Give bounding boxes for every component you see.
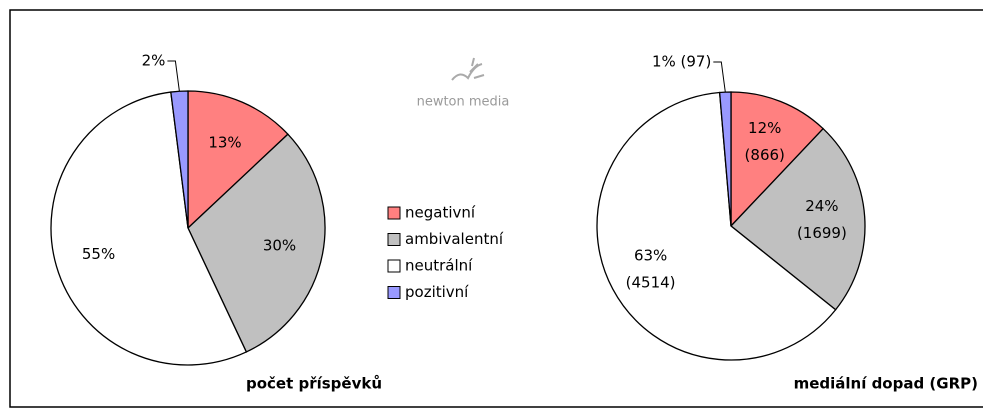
data-label: 12% (866)	[745, 118, 785, 163]
data-label: 1% (97)	[652, 53, 711, 71]
pie-slice	[718, 91, 732, 227]
chart-title: počet příspěvků	[246, 375, 382, 393]
pie-slice	[730, 127, 866, 311]
pie-slice	[730, 91, 825, 228]
legend-swatch	[387, 206, 401, 220]
legend-label: pozitivní	[405, 283, 469, 301]
data-label: 2%	[142, 52, 166, 70]
legend-swatch	[387, 233, 401, 246]
legend-swatch	[387, 259, 401, 273]
data-label: 24% (1699)	[797, 197, 847, 242]
legend-label: neutrální	[405, 257, 473, 275]
pie-slice	[187, 90, 289, 230]
pie-slice	[50, 91, 248, 366]
watermark: newton media	[417, 95, 510, 110]
chart-title: mediální dopad (GRP)	[794, 375, 978, 393]
data-label: 55%	[82, 244, 115, 262]
data-label: 30%	[263, 236, 296, 254]
data-label: 63% (4514)	[626, 246, 676, 291]
legend-label: negativní	[405, 204, 476, 222]
leader-line	[713, 61, 726, 93]
pie-slice	[596, 91, 837, 361]
legend-label: ambivalentní	[405, 230, 504, 248]
watermark-logo	[451, 57, 485, 81]
data-label: 13%	[208, 133, 241, 151]
legend-swatch	[387, 286, 401, 299]
pie-slice	[187, 133, 326, 353]
leader-line	[167, 60, 180, 92]
